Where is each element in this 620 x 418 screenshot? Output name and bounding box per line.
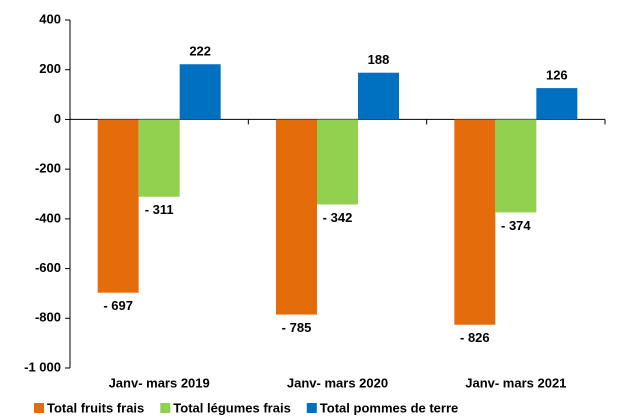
data-label: - 785 bbox=[282, 320, 312, 335]
y-tick-label: 400 bbox=[39, 11, 61, 26]
bar bbox=[276, 119, 317, 315]
x-tick-label: Janv- mars 2021 bbox=[465, 375, 566, 390]
y-tick-label: -800 bbox=[35, 310, 61, 325]
y-tick-label: -600 bbox=[35, 260, 61, 275]
legend-label: Total pommes de terre bbox=[320, 400, 458, 415]
x-tick-label: Janv- mars 2020 bbox=[287, 375, 388, 390]
data-label: - 826 bbox=[460, 330, 490, 345]
data-label: 188 bbox=[368, 52, 390, 67]
legend-label: Total légumes frais bbox=[173, 400, 291, 415]
legend-swatch bbox=[34, 403, 44, 413]
x-tick-label: Janv- mars 2019 bbox=[109, 375, 210, 390]
data-label: - 697 bbox=[103, 298, 133, 313]
data-label: 222 bbox=[189, 44, 211, 59]
legend-swatch bbox=[306, 403, 317, 413]
bar bbox=[138, 119, 180, 197]
y-tick-label: -200 bbox=[35, 161, 61, 176]
data-label: - 374 bbox=[501, 218, 531, 233]
bar bbox=[536, 88, 578, 120]
y-tick-label: -1 000 bbox=[24, 359, 61, 374]
bar bbox=[495, 119, 537, 213]
bar bbox=[358, 72, 399, 120]
y-tick-label: -400 bbox=[35, 210, 61, 225]
y-tick-label: 200 bbox=[39, 61, 61, 76]
bar bbox=[97, 119, 139, 293]
bar bbox=[454, 119, 496, 325]
data-label: 126 bbox=[546, 68, 568, 83]
data-label: - 342 bbox=[323, 210, 353, 225]
y-tick-label: 0 bbox=[54, 111, 61, 126]
bar bbox=[179, 64, 221, 120]
legend-swatch bbox=[160, 403, 171, 413]
bar bbox=[317, 119, 358, 205]
legend-label: Total fruits frais bbox=[47, 400, 144, 415]
data-label: - 311 bbox=[145, 202, 174, 217]
